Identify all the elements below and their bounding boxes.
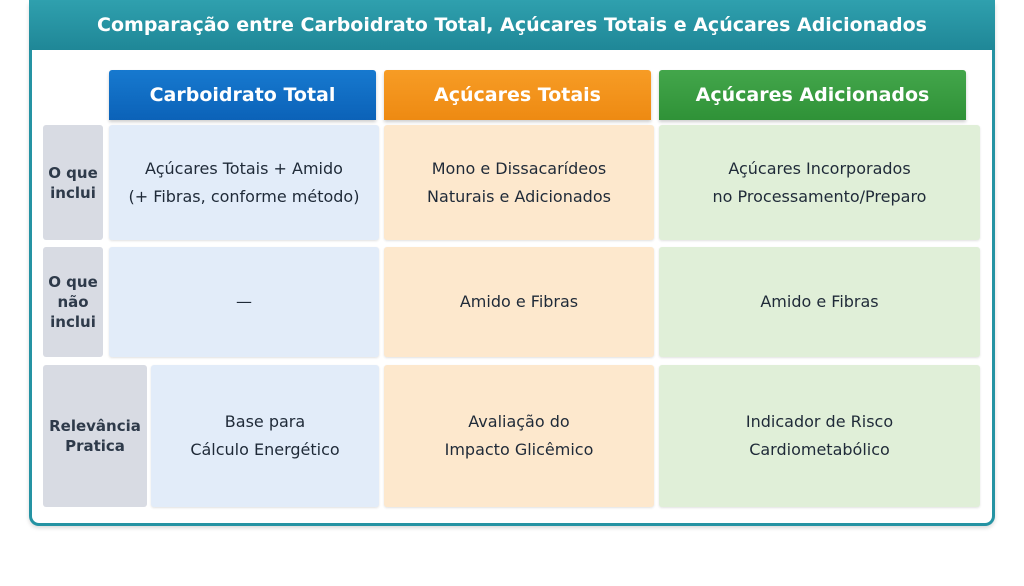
cell-acucares-totais-relevancia: Avaliação do Impacto Glicêmico bbox=[384, 365, 654, 507]
cell-acucares-adicionados-relevancia: Indicador de Risco Cardiometabólico bbox=[659, 365, 980, 507]
cell-line: Açúcares Incorporados bbox=[728, 158, 911, 178]
cell-line: Avaliação do bbox=[468, 412, 570, 431]
row-label-line: inclui bbox=[50, 183, 96, 202]
header-carboidrato-total: Carboidrato Total bbox=[109, 70, 376, 120]
row-label-line: O que bbox=[48, 273, 98, 291]
row-label-line: inclui bbox=[50, 313, 96, 331]
cell-carboidrato-relevancia: Base para Cálculo Energético bbox=[151, 365, 379, 507]
cell-line: Açúcares Totais + Amido bbox=[145, 158, 343, 178]
row-label-o-que-nao-inclui: O que não inclui bbox=[43, 247, 103, 357]
row-label-o-que-inclui: O que inclui bbox=[43, 125, 103, 240]
diagram-title: Comparação entre Carboidrato Total, Açúc… bbox=[29, 0, 995, 50]
header-acucares-adicionados: Açúcares Adicionados bbox=[659, 70, 966, 120]
cell-line: no Processamento/Preparo bbox=[712, 186, 927, 206]
row-label-line: não bbox=[57, 293, 89, 311]
row-label-line: O que bbox=[48, 163, 98, 182]
cell-line: Amido e Fibras bbox=[760, 292, 879, 311]
cell-acucares-totais-nao-inclui: Amido e Fibras bbox=[384, 247, 654, 357]
cell-acucares-adicionados-inclui: Açúcares Incorporados no Processamento/P… bbox=[659, 125, 980, 240]
row-label-line: Relevância bbox=[49, 417, 141, 435]
cell-line: Cardiometabólico bbox=[749, 440, 890, 459]
cell-line: Base para bbox=[224, 412, 306, 431]
cell-acucares-adicionados-nao-inclui: Amido e Fibras bbox=[659, 247, 980, 357]
cell-line: Naturais e Adicionados bbox=[427, 186, 611, 206]
row-label-line: Pratica bbox=[65, 437, 125, 455]
header-acucares-totais: Açúcares Totais bbox=[384, 70, 651, 120]
cell-line: (+ Fibras, conforme método) bbox=[128, 186, 360, 206]
cell-line: Indicador de Risco bbox=[745, 412, 894, 431]
cell-carboidrato-inclui: Açúcares Totais + Amido (+ Fibras, confo… bbox=[109, 125, 379, 240]
cell-acucares-totais-inclui: Mono e Dissacarídeos Naturais e Adiciona… bbox=[384, 125, 654, 240]
cell-line: — bbox=[236, 292, 252, 311]
cell-line: Impacto Glicêmico bbox=[444, 440, 594, 459]
cell-line: Cálculo Energético bbox=[190, 440, 340, 459]
row-label-relevancia-pratica: Relevância Pratica bbox=[43, 365, 147, 507]
cell-carboidrato-nao-inclui: — bbox=[109, 247, 379, 357]
cell-line: Amido e Fibras bbox=[459, 292, 579, 311]
cell-line: Mono e Dissacarídeos bbox=[431, 158, 607, 178]
